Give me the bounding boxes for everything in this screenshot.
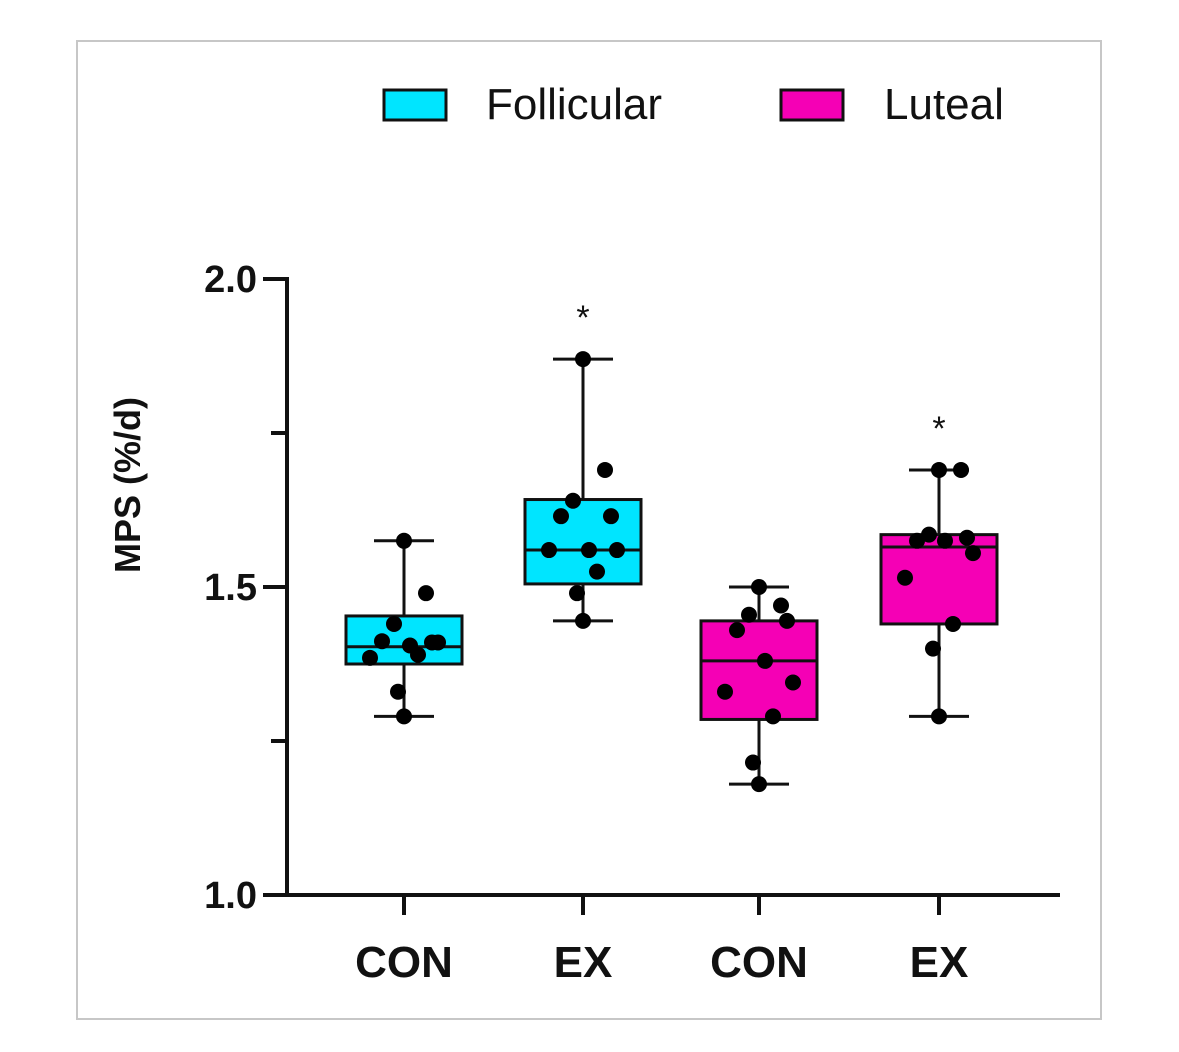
data-point [729, 622, 745, 639]
data-point [603, 508, 619, 525]
legend-swatch [779, 88, 845, 122]
significance-marker: * [576, 299, 589, 337]
data-point [418, 585, 434, 602]
data-point [581, 542, 597, 559]
data-point [386, 615, 402, 632]
data-point [773, 597, 789, 614]
data-point [745, 754, 761, 771]
data-point [717, 683, 733, 700]
legend: Follicular Luteal [382, 80, 1004, 129]
legend-label: Follicular [486, 80, 662, 129]
significance-marker: * [932, 410, 945, 448]
box-iqr [523, 498, 643, 586]
y-tick-label: 1.5 [204, 567, 257, 609]
data-point [959, 529, 975, 546]
x-tick-label: CON [710, 938, 808, 987]
data-point [741, 606, 757, 623]
data-point [965, 545, 981, 562]
data-point [597, 461, 613, 478]
y-tick-label: 2.0 [204, 259, 257, 301]
data-point [925, 640, 941, 657]
data-point [785, 674, 801, 691]
box-iqr [699, 619, 819, 721]
box-group-follicular-ex: * [523, 299, 643, 629]
data-point [396, 708, 412, 725]
data-point [757, 652, 773, 669]
data-point [931, 461, 947, 478]
data-point [396, 532, 412, 549]
legend-swatch [382, 88, 448, 122]
x-tick-label: EX [910, 938, 969, 987]
data-point [765, 708, 781, 725]
data-point [779, 612, 795, 629]
data-point [569, 585, 585, 602]
y-axis-label: MPS (%/d) [107, 397, 148, 573]
box-group-luteal-con [699, 579, 819, 793]
data-point [541, 542, 557, 559]
data-point [751, 776, 767, 793]
data-point [374, 633, 390, 650]
x-tick-label: EX [554, 938, 613, 987]
data-point [921, 526, 937, 543]
data-point [609, 542, 625, 559]
data-point [390, 683, 406, 700]
data-point [937, 532, 953, 549]
data-point [945, 615, 961, 632]
box-group-luteal-ex: * [879, 410, 999, 725]
data-point [897, 569, 913, 586]
data-point [410, 646, 426, 663]
data-point [751, 579, 767, 595]
y-tick-label: 1.0 [204, 875, 257, 917]
data-point [553, 508, 569, 525]
chart-frame: Follicular Luteal 1.0 1.5 2.0 CON EX CON EX * * … [76, 40, 1102, 1020]
data-point [589, 563, 605, 580]
data-point [931, 708, 947, 725]
data-point [953, 461, 969, 478]
plot-area: ** [344, 299, 999, 793]
x-tick-label: CON [355, 938, 453, 987]
data-point [909, 532, 925, 549]
data-point [575, 351, 591, 368]
data-point [575, 612, 591, 629]
data-point [430, 634, 446, 651]
box-group-follicular-con [344, 532, 464, 725]
legend-label: Luteal [884, 80, 1004, 129]
data-point [565, 492, 581, 509]
axes: 1.0 1.5 2.0 CON EX CON EX [204, 259, 1060, 987]
data-point [362, 649, 378, 666]
